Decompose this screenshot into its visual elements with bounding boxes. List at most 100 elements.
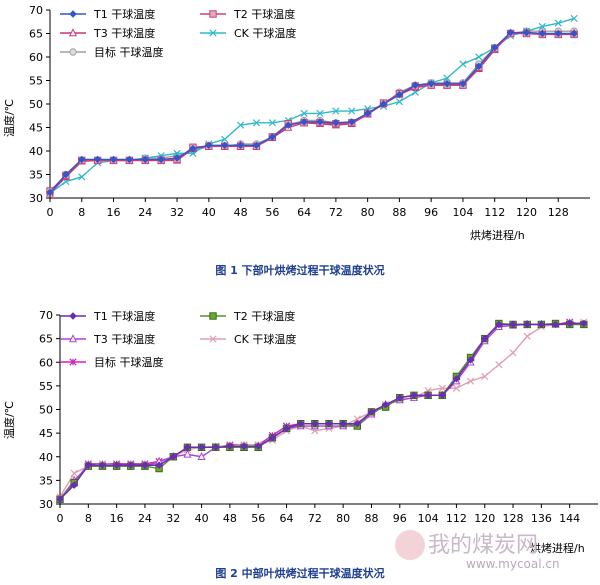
data-point (189, 144, 197, 153)
data-point (495, 320, 503, 329)
legend-marker (69, 358, 77, 366)
data-point (459, 60, 467, 68)
x-tick-label: 8 (78, 206, 85, 219)
data-point (77, 155, 86, 164)
data-point (226, 442, 234, 451)
x-tick-label: 112 (484, 206, 505, 219)
legend-marker (209, 312, 217, 320)
y-tick-label: 60 (29, 51, 43, 64)
x-tick-label: 16 (107, 206, 121, 219)
data-point (509, 349, 517, 357)
data-point (443, 74, 451, 82)
series-line (59, 322, 584, 500)
y-tick-label: 70 (39, 309, 53, 322)
data-point (427, 80, 435, 88)
data-point (379, 100, 388, 108)
data-point (300, 109, 308, 118)
y-tick-label: 55 (39, 380, 53, 393)
data-point (268, 133, 277, 141)
legend-label: 目标 干球温度 (94, 355, 164, 369)
data-point (155, 461, 163, 470)
data-point (70, 469, 78, 477)
data-point (452, 384, 461, 392)
y-axis-label: 温度/℃ (2, 99, 16, 137)
data-point (221, 135, 229, 143)
data-point (173, 149, 181, 157)
y-tick-label: 50 (29, 98, 43, 111)
data-point (211, 443, 220, 452)
x-tick-label: 72 (308, 512, 322, 525)
y-tick-label: 30 (39, 498, 53, 511)
data-point (410, 391, 418, 400)
data-point (169, 452, 178, 461)
x-tick-label: 104 (418, 512, 439, 525)
data-point (353, 419, 362, 428)
y-tick-label: 45 (39, 427, 53, 440)
x-tick-label: 120 (516, 206, 537, 219)
data-point (580, 319, 588, 328)
series-t1 (56, 319, 588, 504)
data-point (466, 377, 475, 385)
data-point (112, 461, 121, 470)
y-tick-label: 55 (29, 75, 43, 88)
x-tick-label: 128 (548, 206, 569, 219)
x-tick-label: 80 (336, 512, 350, 525)
data-point (395, 90, 404, 99)
legend-label: T1 干球温度 (93, 309, 155, 323)
x-tick-label: 80 (361, 206, 375, 219)
x-tick-label: 32 (166, 512, 180, 525)
data-point (183, 449, 192, 458)
series-t1 (46, 28, 578, 197)
chart-figure-2: 30 35 40 45 50 55 60 65 70 0 8 16 24 32 40 48 56 64 72 80 88… (2, 309, 598, 580)
series-line (49, 31, 575, 193)
data-point (84, 461, 93, 470)
x-tick-label: 72 (329, 206, 343, 219)
x-tick-label: 112 (446, 512, 467, 525)
x-tick-label: 64 (297, 206, 311, 219)
data-point (443, 80, 451, 88)
y-tick-label: 30 (29, 192, 43, 205)
data-point (236, 141, 245, 150)
data-point (240, 442, 248, 451)
y-tick-label: 40 (29, 145, 43, 158)
data-point (252, 141, 261, 150)
x-tick-label: 24 (138, 512, 152, 525)
data-point (316, 109, 324, 118)
x-tick-label: 96 (424, 206, 438, 219)
data-point (70, 481, 78, 489)
series-ck (46, 14, 578, 197)
x-tick-label: 96 (393, 512, 407, 525)
watermark-url: www.mycoal.cn (466, 557, 560, 571)
figure-caption: 图 1 下部叶烘烤过程干球温度状况 (215, 263, 384, 277)
x-tick-label: 40 (202, 206, 216, 219)
data-point (452, 375, 461, 383)
watermark-text: 我的煤炭网 (428, 533, 538, 558)
data-point (78, 173, 86, 181)
data-point (205, 141, 213, 150)
data-point (311, 419, 319, 428)
x-tick-label: 144 (559, 512, 580, 525)
y-tick-label: 45 (29, 122, 43, 135)
x-tick-label: 48 (234, 206, 248, 219)
data-point (46, 188, 54, 197)
data-point (554, 19, 562, 27)
data-point (570, 14, 578, 23)
data-point (363, 109, 372, 118)
data-point (565, 319, 574, 328)
data-point (109, 155, 118, 164)
y-tick-label: 40 (39, 451, 53, 464)
data-point (490, 43, 499, 52)
chart-figure-1: 30 35 40 45 50 55 60 65 70 0 8 16 24 32 40 48 56 64 72 80 88… (2, 4, 590, 277)
data-point (332, 107, 340, 115)
data-point (396, 393, 404, 402)
x-tick-label: 8 (85, 512, 92, 525)
data-point (551, 320, 560, 329)
legend-marker (209, 335, 217, 343)
data-point (56, 495, 64, 504)
y-tick-label: 35 (29, 169, 43, 182)
series-ck (56, 318, 588, 501)
legend-label: T3 干球温度 (93, 332, 155, 346)
series-t2 (56, 319, 588, 503)
legend-label: T2 干球温度 (233, 7, 295, 21)
